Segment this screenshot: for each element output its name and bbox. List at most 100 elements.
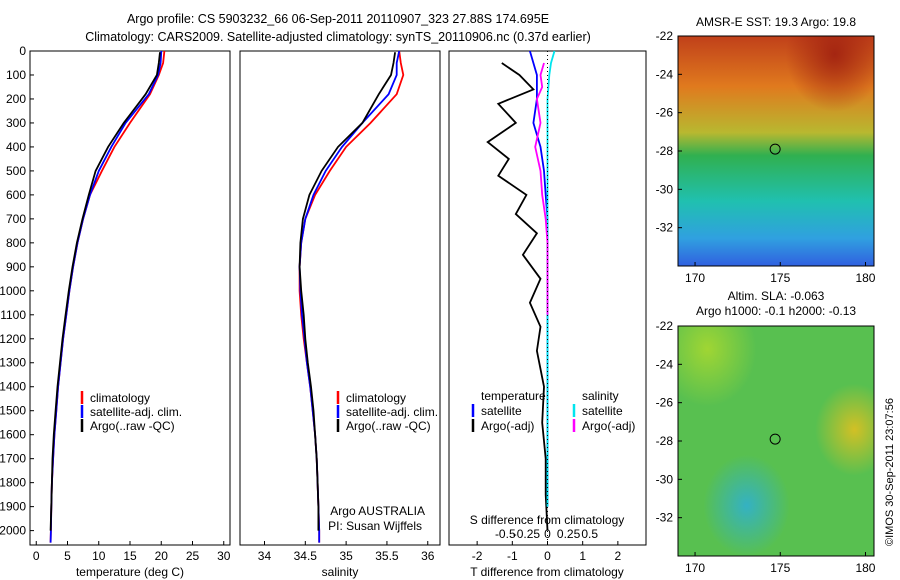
map-x-tick-label: 170 (685, 561, 705, 575)
depth-tick-label: 100 (6, 68, 26, 82)
depth-tick-label: 1400 (0, 380, 26, 394)
map-x-tick-label: 170 (685, 271, 705, 285)
x-tick-label: 0 (544, 549, 551, 563)
x-tick-label: 2 (615, 549, 622, 563)
sla-yellow-patch (678, 326, 874, 556)
x-tick-label: 34.5 (294, 549, 318, 563)
depth-tick-label: 1600 (0, 428, 26, 442)
sla-map: Altim. SLA: -0.063 Argo h1000: -0.1 h200… (656, 289, 876, 575)
series-line-argo-raw-qc- (298, 52, 396, 531)
legend-label-temp-satellite: satellite (481, 404, 522, 418)
argo-position-marker (769, 433, 781, 445)
temperature-x-ticks: 0 5 10 15 20 25 30 (30, 50, 231, 563)
legend-header-temperature: temperature (481, 389, 546, 403)
sla-y-ticks: -22 -24 -26 -28 -30 -32 (656, 319, 682, 525)
salinity-profile-lines (298, 50, 405, 543)
sst-map-title: AMSR-E SST: 19.3 Argo: 19.8 (696, 15, 856, 29)
series-line-salinity-satellite (546, 50, 556, 507)
legend-label-climatology: climatology (346, 391, 406, 405)
t-difference-xlabel: T difference from climatology (470, 565, 624, 579)
depth-tick-label: 0 (19, 44, 26, 58)
series-line-argo-raw-qc- (49, 52, 161, 531)
x-tick-label: 10 (92, 549, 106, 563)
s-tick-label: -0.25 (513, 527, 541, 541)
map-y-tick-label: -32 (656, 221, 674, 235)
depth-tick-label: 1900 (0, 500, 26, 514)
depth-tick-label: 1800 (0, 476, 26, 490)
depth-tick-label: 500 (6, 164, 26, 178)
map-x-tick-label: 180 (855, 561, 875, 575)
temperature-axes (29, 50, 231, 546)
sst-map: AMSR-E SST: 19.3 Argo: 19.8 -22 -24 -26 -28… (656, 15, 876, 285)
x-tick-label: -2 (472, 549, 483, 563)
map-y-tick-label: -26 (656, 396, 674, 410)
x-tick-label: 30 (217, 549, 231, 563)
map-y-tick-label: -22 (656, 29, 674, 43)
s-tick-label: 0.25 (557, 527, 581, 541)
map-x-tick-label: 180 (855, 271, 875, 285)
s-difference-x-ticks: -0.5-0.25 0 0.25 0.5 (495, 527, 598, 541)
map-y-tick-label: -28 (656, 144, 674, 158)
difference-profile-lines (486, 50, 556, 545)
figure-title-line1: Argo profile: CS 5903232_66 06-Sep-2011 … (127, 12, 549, 26)
depth-tick-label: 200 (6, 92, 26, 106)
depth-tick-label: 600 (6, 188, 26, 202)
depth-tick-label: 1000 (0, 284, 26, 298)
sst-y-ticks: -22 -24 -26 -28 -30 -32 (656, 29, 682, 235)
depth-tick-label: 2000 (0, 524, 26, 538)
depth-tick-label: 800 (6, 236, 26, 250)
depth-tick-label: 1300 (0, 356, 26, 370)
x-tick-label: 15 (123, 549, 137, 563)
sst-warm-patch (678, 36, 874, 266)
s-tick-label: 0 (544, 527, 551, 541)
map-x-tick-label: 175 (770, 561, 790, 575)
depth-tick-label: 1200 (0, 332, 26, 346)
s-tick-label: 0.5 (581, 527, 598, 541)
x-tick-label: 34 (258, 549, 272, 563)
sla-map-title: Altim. SLA: -0.063 (728, 289, 825, 303)
depth-tick-label: 1100 (0, 308, 26, 322)
legend-label-sal-argo: Argo(-adj) (582, 419, 635, 433)
map-x-tick-label: 175 (770, 271, 790, 285)
series-line-climatology (298, 50, 405, 543)
x-tick-label: 35.5 (375, 549, 399, 563)
salinity-x-ticks: 34 34.5 35 35.5 36 (258, 541, 435, 563)
map-y-tick-label: -26 (656, 106, 674, 120)
map-y-tick-label: -28 (656, 434, 674, 448)
legend-label-argo: Argo(..raw -QC) (90, 419, 175, 433)
salinity-legend: climatology satellite-adj. clim. Argo(..… (328, 391, 438, 533)
series-line-salinity-argo-adj- (534, 62, 549, 315)
x-tick-label: 1 (579, 549, 586, 563)
salinity-xlabel: salinity (322, 565, 359, 579)
depth-tick-label: 400 (6, 140, 26, 154)
map-y-tick-label: -30 (656, 472, 674, 486)
argo-position-marker (769, 143, 781, 155)
argo-agency-label: Argo AUSTRALIA (330, 504, 425, 518)
s-tick-label: -0.5 (495, 527, 516, 541)
temperature-xlabel: temperature (deg C) (76, 565, 184, 579)
figure-title-line2: Climatology: CARS2009. Satellite-adjuste… (85, 30, 591, 44)
legend-label-climatology: climatology (90, 391, 150, 405)
x-tick-label: -1 (507, 549, 518, 563)
map-y-tick-label: -22 (656, 319, 674, 333)
map-y-tick-label: -30 (656, 182, 674, 196)
x-tick-label: 5 (64, 549, 71, 563)
series-line-temperature-argo-adj- (486, 62, 549, 531)
x-tick-label: 20 (155, 549, 169, 563)
depth-tick-label: 300 (6, 116, 26, 130)
difference-legend: temperature salinity satellite Argo(-adj… (471, 389, 635, 433)
s-difference-xlabel: S difference from climatology (470, 513, 625, 527)
salinity-axes (239, 50, 441, 546)
sla-x-ticks: 170 175 180 (685, 552, 876, 575)
temperature-legend: climatology satellite-adj. clim. Argo(..… (80, 391, 182, 433)
series-line-satellite-adj-clim- (298, 50, 401, 543)
pi-label: PI: Susan Wijffels (328, 519, 422, 533)
map-y-tick-label: -24 (656, 67, 674, 81)
x-tick-label: 25 (186, 549, 200, 563)
legend-label-temp-argo: Argo(-adj) (481, 419, 534, 433)
legend-label-sal-satellite: satellite (582, 404, 623, 418)
x-tick-label: 36 (421, 549, 435, 563)
depth-tick-label: 1500 (0, 404, 26, 418)
legend-label-argo: Argo(..raw -QC) (346, 419, 431, 433)
